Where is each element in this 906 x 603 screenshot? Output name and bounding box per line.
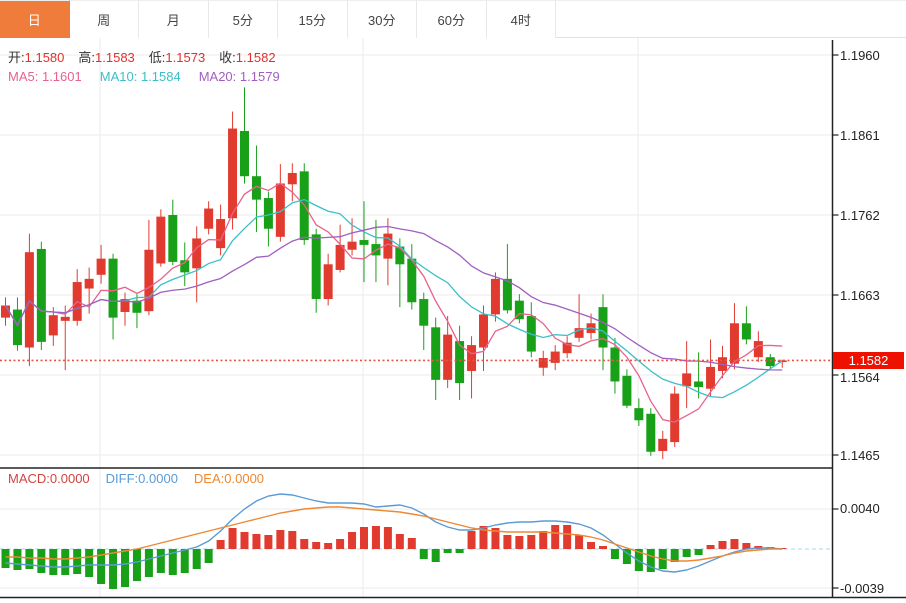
tab-month[interactable]: 月 — [139, 0, 209, 38]
ma5-item: MA5: 1.1601 — [8, 69, 82, 84]
high-label: 高: — [78, 50, 96, 65]
tab-5min[interactable]: 5分 — [208, 0, 278, 38]
close-value: 1.1582 — [235, 50, 276, 65]
price-tick-3: 1.1762 — [840, 208, 880, 223]
dea-item: DEA:0.0000 — [194, 471, 264, 486]
macd-value: 0.0000 — [49, 471, 90, 486]
open-label: 开: — [8, 50, 25, 65]
diff-label: DIFF: — [105, 471, 139, 486]
ma10-label: MA10: — [99, 69, 138, 84]
diff-value: 0.0000 — [138, 471, 178, 486]
macd-tick-2: -0.0039 — [840, 581, 885, 596]
dea-value: 0.0000 — [224, 471, 265, 486]
price-tick-5: 1.1564 — [840, 370, 880, 385]
tabbar-filler — [556, 0, 906, 37]
macd-legend: MACD:0.0000 DIFF:0.0000 DEA:0.0000 — [8, 471, 264, 486]
tab-30min[interactable]: 30分 — [347, 0, 417, 38]
ohlc-legend: 开:1.1580 高:1.1583 低:1.1573 收:1.1582 — [8, 47, 276, 66]
low-value: 1.1573 — [165, 50, 206, 65]
ma20-value: 1.1579 — [239, 69, 280, 84]
current-price-badge: 1.1582 — [833, 352, 904, 369]
tab-week[interactable]: 周 — [69, 0, 139, 38]
price-tick-4: 1.1663 — [840, 288, 880, 303]
close-label: 收: — [219, 50, 236, 65]
ma10-value: 1.1584 — [140, 69, 181, 84]
period-tabbar: 日 周 月 5分 15分 30分 60分 4时 — [0, 0, 906, 38]
high-value: 1.1583 — [95, 50, 135, 65]
tab-day[interactable]: 日 — [0, 0, 70, 38]
tab-60min[interactable]: 60分 — [417, 0, 487, 38]
macd-item: MACD:0.0000 — [8, 471, 90, 486]
price-tick-6: 1.1465 — [840, 448, 880, 463]
low-item: 低:1.1573 — [149, 47, 205, 66]
ma-legend: MA5: 1.1601 MA10: 1.1584 MA20: 1.1579 — [8, 69, 280, 84]
ma5-label: MA5: — [8, 69, 39, 84]
macd-label: MACD: — [8, 471, 50, 486]
ma20-item: MA20: 1.1579 — [199, 69, 280, 84]
high-item: 高:1.1583 — [78, 47, 134, 66]
close-item: 收:1.1582 — [219, 47, 275, 66]
tab-4hour[interactable]: 4时 — [486, 0, 556, 38]
dea-label: DEA: — [193, 471, 225, 486]
open-item: 开:1.1580 — [8, 47, 64, 66]
price-tick-2: 1.1861 — [840, 128, 880, 143]
ma5-value: 1.1601 — [41, 69, 82, 84]
open-value: 1.1580 — [24, 50, 65, 65]
low-label: 低: — [148, 50, 166, 65]
ma20-label: MA20: — [198, 69, 237, 84]
price-tick-1: 1.1960 — [840, 48, 880, 63]
macd-tick-1: 0.0040 — [840, 501, 880, 516]
ma10-item: MA10: 1.1584 — [100, 69, 181, 84]
tab-15min[interactable]: 15分 — [278, 0, 348, 38]
diff-item: DIFF:0.0000 — [106, 471, 178, 486]
